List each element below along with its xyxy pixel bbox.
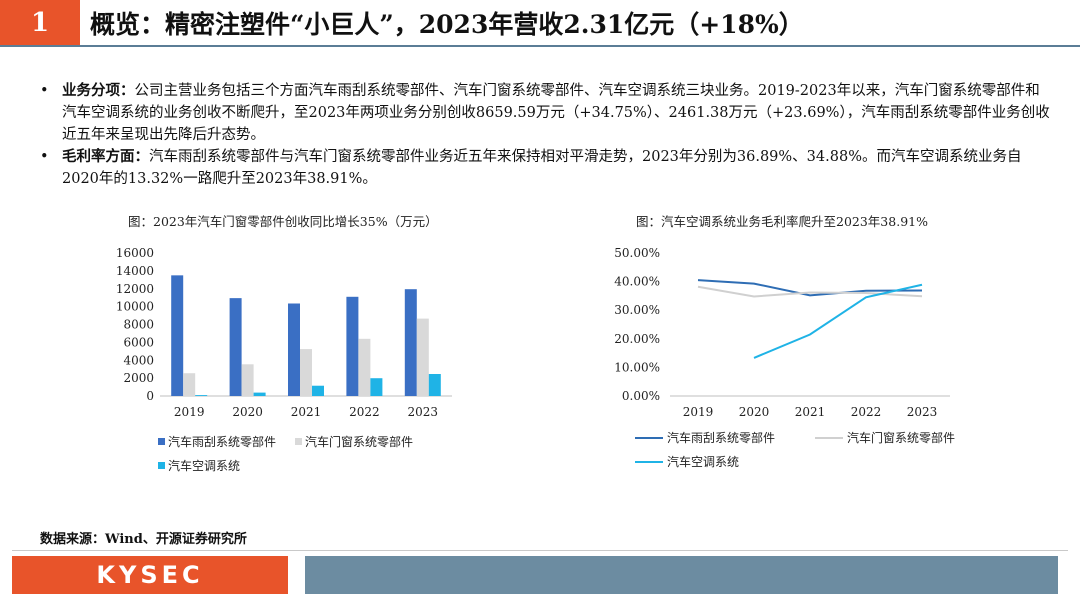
footer-divider [12, 550, 1068, 551]
x-tick-label: 2021 [291, 405, 322, 419]
line-chart-caption: 图：汽车空调系统业务毛利率爬升至2023年38.91% [636, 214, 928, 229]
legend-swatch [158, 462, 165, 469]
x-tick-label: 2022 [851, 405, 882, 419]
bar [253, 392, 266, 396]
y-tick-label: 6000 [123, 335, 154, 349]
bar [428, 374, 441, 396]
x-tick-label: 2021 [795, 405, 826, 419]
bullet-text: 汽车雨刮系统零部件与汽车门窗系统零部件业务近五年来保持相对平滑走势，2023年分… [62, 149, 1022, 187]
bar [241, 364, 254, 396]
y-tick-label: 14000 [116, 264, 154, 278]
x-tick-label: 2023 [408, 405, 439, 419]
bar [288, 303, 300, 396]
legend-label: 汽车雨刮系统零部件 [168, 434, 276, 449]
y-tick-label: 30.00% [614, 303, 660, 317]
bar [312, 385, 324, 396]
bar [370, 378, 383, 396]
legend-swatch [158, 438, 165, 445]
bar [404, 289, 417, 396]
y-tick-label: 40.00% [614, 275, 660, 289]
bullet-list: • 业务分项：公司主营业务包括三个方面汽车雨刮系统零部件、汽车门窗系统零部件、汽车… [40, 80, 1050, 190]
bullet-dot-icon: • [40, 83, 49, 99]
bar [183, 373, 196, 396]
bullet-label: 业务分项： [62, 82, 135, 99]
x-tick-label: 2019 [174, 405, 205, 419]
y-tick-label: 50.00% [614, 246, 660, 260]
kysec-logo: KYSEC [12, 556, 288, 594]
header-divider [0, 45, 1080, 47]
x-tick-label: 2020 [739, 405, 770, 419]
section-number: 1 [0, 0, 80, 46]
x-tick-label: 2022 [349, 405, 380, 419]
bar-chart-caption: 图：2023年汽车门窗零部件创收同比增长35%（万元） [128, 214, 438, 229]
bar [300, 349, 312, 396]
legend-label: 汽车门窗系统零部件 [305, 434, 413, 449]
y-tick-label: 8000 [123, 318, 154, 332]
bar [195, 395, 208, 396]
legend-label: 汽车空调系统 [667, 454, 739, 469]
bar [171, 275, 184, 396]
series-line [753, 283, 923, 359]
y-tick-label: 2000 [123, 371, 154, 385]
y-tick-label: 0 [146, 389, 154, 403]
y-tick-label: 12000 [116, 282, 154, 296]
y-tick-label: 4000 [123, 353, 154, 367]
x-tick-label: 2023 [907, 405, 938, 419]
x-tick-label: 2020 [232, 405, 263, 419]
bullet-label: 毛利率方面： [62, 148, 149, 165]
bullet-text: 公司主营业务包括三个方面汽车雨刮系统零部件、汽车门窗系统零部件、汽车空调系统三块… [62, 83, 1050, 143]
legend-label: 汽车雨刮系统零部件 [667, 430, 775, 445]
series-line [697, 279, 923, 297]
bullet-margin: • 毛利率方面：汽车雨刮系统零部件与汽车门窗系统零部件业务近五年来保持相对平滑走势… [40, 146, 1050, 190]
bar [229, 298, 242, 396]
data-source: 数据来源：Wind、开源证券研究所 [40, 532, 247, 547]
bar [346, 296, 359, 396]
y-tick-label: 10.00% [614, 360, 660, 374]
y-tick-label: 16000 [116, 246, 154, 260]
bar-chart: 0 2000 4000 6000 8000 10000 12000 14000 16000 201… [116, 246, 452, 473]
legend-swatch [295, 438, 302, 445]
legend-label: 汽车空调系统 [168, 458, 240, 473]
y-tick-label: 20.00% [614, 332, 660, 346]
bullet-dot-icon: • [40, 149, 49, 165]
bar [416, 318, 429, 396]
footer-bar [305, 556, 1058, 594]
x-tick-label: 2019 [683, 405, 714, 419]
bullet-business: • 业务分项：公司主营业务包括三个方面汽车雨刮系统零部件、汽车门窗系统零部件、汽车… [40, 80, 1050, 146]
page-title: 概览：精密注塑件“小巨人”，2023年营收2.31亿元（+18%） [90, 10, 804, 39]
bar [358, 338, 371, 396]
line-chart: 0.00% 10.00% 20.00% 30.00% 40.00% 50.00% 2019 2… [614, 246, 955, 469]
y-tick-label: 0.00% [622, 389, 660, 403]
y-tick-label: 10000 [116, 300, 154, 314]
legend-label: 汽车门窗系统零部件 [847, 430, 955, 445]
